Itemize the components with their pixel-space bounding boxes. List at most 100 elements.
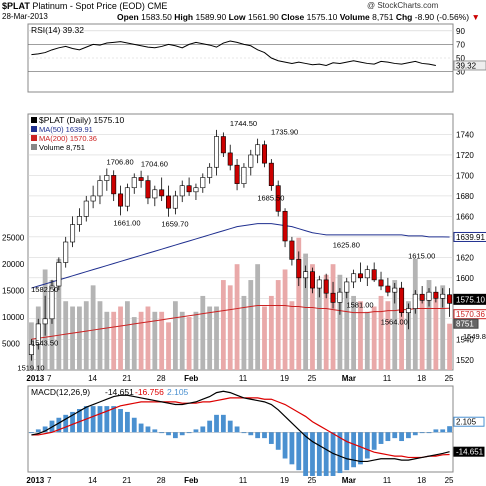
- volume-bar: [97, 301, 103, 370]
- volume-bar: [419, 295, 425, 370]
- volume-bar: [104, 311, 110, 370]
- macd-histogram-bar: [296, 432, 302, 471]
- macd-x-label: 11: [239, 476, 248, 485]
- candle-body: [323, 279, 329, 294]
- macd-histogram-bar: [234, 426, 240, 433]
- volume-bar: [447, 323, 452, 370]
- macd-x-label: 25: [307, 476, 316, 485]
- candle-body: [296, 259, 302, 279]
- close-label: Close: [281, 12, 305, 22]
- candle-body: [303, 271, 309, 279]
- macd-histogram-bar: [77, 409, 82, 433]
- macd-x-label: 25: [445, 476, 454, 485]
- volume-bar: [371, 306, 377, 370]
- high-value: 1589.90: [195, 12, 227, 22]
- macd-histogram-bar: [282, 432, 288, 459]
- legend-swatch: [31, 135, 37, 141]
- candle-body: [440, 293, 446, 299]
- macd-hist-last-label: 2.105: [456, 418, 477, 427]
- candle-body: [241, 166, 247, 184]
- volume-bar: [255, 264, 261, 370]
- ma50-line: [31, 223, 450, 289]
- volume-bar: [282, 269, 288, 370]
- candle-body: [63, 241, 69, 263]
- macd-histogram-bar: [63, 414, 69, 433]
- candle-body: [97, 180, 103, 197]
- volume-bar: [275, 280, 281, 370]
- price-x-label: 25: [307, 374, 316, 383]
- volume-bar: [172, 301, 178, 370]
- price-x-label: 18: [417, 374, 426, 383]
- volume-bar: [412, 258, 418, 370]
- candle-body: [179, 185, 185, 197]
- price-tick-label: 1600: [456, 274, 474, 283]
- volume-bar: [351, 295, 357, 370]
- volume-bar: [344, 285, 350, 370]
- open-label: Open: [117, 12, 139, 22]
- price-x-label: 28: [157, 374, 166, 383]
- macd-x-label: 14: [88, 476, 97, 485]
- volume-bar: [90, 285, 96, 370]
- volume-tick-label: 20000: [2, 260, 25, 269]
- macd-histogram-bar: [447, 426, 452, 433]
- candle-body: [426, 291, 432, 301]
- macd-x-label: 21: [122, 476, 131, 485]
- price-annotation: 1661.00: [113, 218, 140, 227]
- candle-body: [399, 287, 405, 313]
- volume-bar: [193, 311, 199, 370]
- price-x-label: 7: [47, 374, 52, 383]
- price-tick-label: 1720: [456, 151, 474, 160]
- candle-body: [364, 269, 370, 279]
- macd-histogram-bar: [35, 429, 41, 433]
- volume-bar: [364, 311, 370, 370]
- close-last-label: 1575.10: [456, 295, 485, 304]
- candle-body: [118, 193, 124, 207]
- candle-body: [405, 308, 411, 313]
- macd-histogram-bar: [433, 429, 439, 433]
- candle-body: [309, 271, 315, 289]
- macd-histogram-bar: [364, 432, 370, 459]
- macd-histogram-bar: [179, 432, 185, 436]
- candle-body: [49, 285, 55, 320]
- macd-histogram-bar: [255, 432, 261, 439]
- candle-body: [268, 162, 274, 186]
- chart-header-title: $PLAT Platinum - Spot Price (EOD) CME: [2, 1, 167, 11]
- candle-body: [193, 187, 199, 193]
- legend-swatch: [31, 144, 37, 150]
- volume-bar: [316, 285, 322, 370]
- volume-bar: [426, 280, 432, 370]
- candle-body: [433, 291, 439, 299]
- rsi-last-label-box: [453, 60, 486, 71]
- rsi-tick-label: 90: [456, 27, 465, 36]
- volume-bar: [358, 301, 363, 370]
- candle-body: [357, 273, 363, 279]
- candle-body: [35, 323, 41, 345]
- price-tick-label: 1680: [456, 192, 474, 201]
- ma200-line: [31, 304, 450, 340]
- instrument-name: Platinum: [32, 1, 68, 11]
- macd-histogram-bar: [385, 432, 391, 442]
- macd-hist-label: 2.105: [167, 387, 189, 397]
- candle-body: [282, 210, 288, 242]
- macd-x-label: 11: [383, 476, 392, 485]
- price-annotation: 1549.80: [463, 332, 486, 341]
- volume-bar: [241, 295, 247, 370]
- volume-bar: [310, 264, 315, 370]
- candle-body: [412, 293, 418, 309]
- volume-last-label-box: [453, 318, 479, 329]
- candle-body: [392, 287, 398, 293]
- instrument-subtitle: - Spot Price (EOD): [69, 1, 145, 11]
- change-label: Chg: [395, 12, 413, 22]
- macd-histogram-bar: [56, 417, 62, 433]
- macd-histogram-bar: [207, 420, 213, 433]
- price-x-label: 11: [383, 374, 392, 383]
- ma200-last-label: 1570.36: [456, 310, 485, 319]
- macd-histogram-bar: [166, 432, 171, 436]
- ma50-last-label: 1639.91: [456, 233, 485, 242]
- low-value: 1561.90: [247, 12, 279, 22]
- volume-bar: [179, 311, 185, 370]
- volume-bar: [303, 253, 309, 370]
- candle-body: [385, 285, 391, 293]
- macd-histogram-bar: [145, 426, 151, 433]
- macd-histogram-bar: [227, 420, 233, 433]
